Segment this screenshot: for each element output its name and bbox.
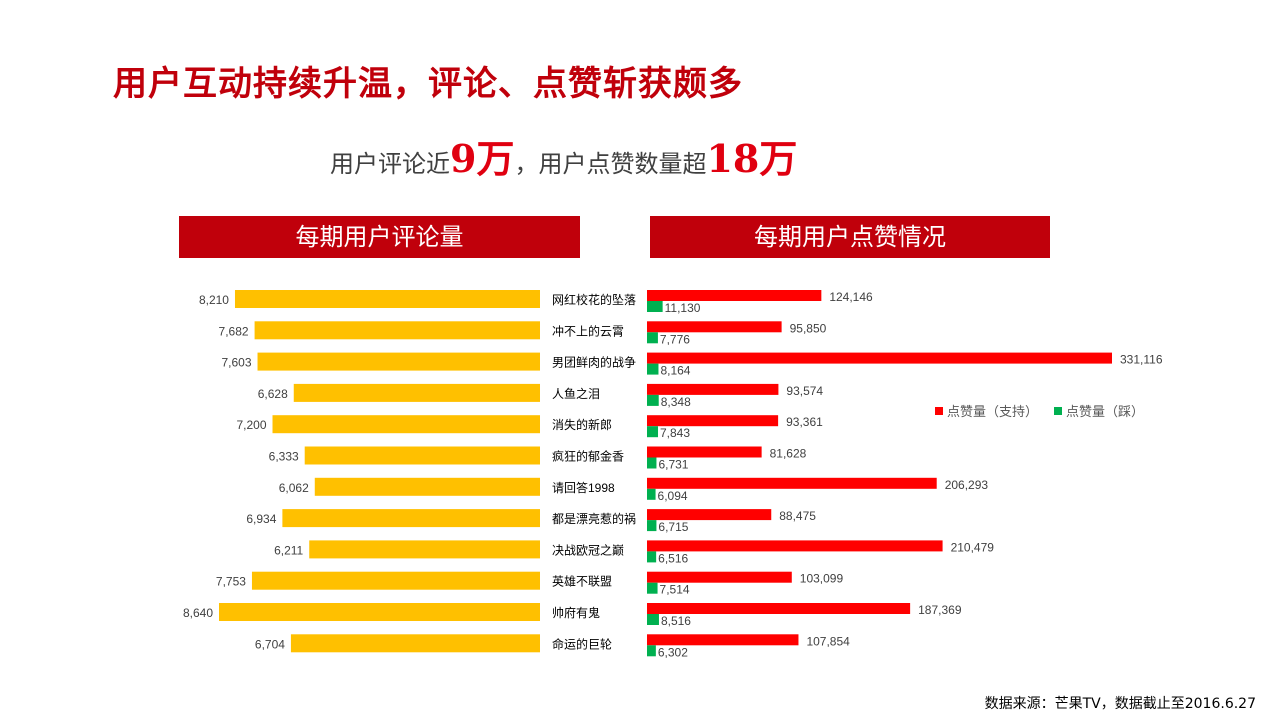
comment-bar xyxy=(219,603,540,621)
likes-value-label: 210,479 xyxy=(951,540,995,554)
comment-value-label: 6,333 xyxy=(269,450,299,464)
category-label: 消失的新郎 xyxy=(552,417,612,432)
comment-value-label: 7,200 xyxy=(236,418,266,432)
category-label: 疯狂的郁金香 xyxy=(552,449,624,464)
dislikes-bar xyxy=(647,363,659,375)
likes-value-label: 187,369 xyxy=(918,603,962,617)
page-title: 用户互动持续升温，评论、点赞斩获颇多 xyxy=(113,64,743,104)
dislikes-value-label: 8,516 xyxy=(661,614,691,628)
likes-value-label: 206,293 xyxy=(945,478,989,492)
likes-chart-title: 每期用户点赞情况 xyxy=(650,216,1050,258)
category-label: 决战欧冠之巅 xyxy=(552,543,624,557)
likes-value-label: 107,854 xyxy=(806,634,850,648)
dislikes-value-label: 6,516 xyxy=(658,551,688,565)
dislikes-value-label: 7,514 xyxy=(660,583,690,597)
comment-bar xyxy=(282,509,540,528)
likes-value-label: 93,574 xyxy=(786,384,823,398)
likes-bar xyxy=(647,603,911,614)
dislikes-bar xyxy=(647,332,658,344)
dislikes-value-label: 11,130 xyxy=(665,301,701,315)
legend-label-dislikes: 点赞量（踩） xyxy=(1066,404,1144,419)
comment-bar xyxy=(251,571,540,590)
likes-value-label: 93,361 xyxy=(786,415,823,429)
category-label: 人鱼之泪 xyxy=(552,387,600,401)
legend-swatch-likes xyxy=(935,407,943,415)
likes-bar xyxy=(647,321,782,333)
comment-bar xyxy=(293,383,540,402)
dislikes-value-label: 7,843 xyxy=(660,426,690,440)
comment-bar xyxy=(272,415,540,434)
likes-bar xyxy=(647,446,762,458)
likes-value-label: 331,116 xyxy=(1120,353,1163,367)
comment-bar xyxy=(257,352,540,371)
dislikes-value-label: 6,731 xyxy=(658,458,688,472)
subtitle-part-2: ，用户点赞数量超 xyxy=(514,150,707,178)
data-source-note: 数据来源：芒果TV，数据截止至2016.6.27 xyxy=(984,696,1256,712)
dislikes-value-label: 6,302 xyxy=(658,645,688,659)
category-label: 命运的巨轮 xyxy=(552,636,612,651)
dislikes-bar xyxy=(647,645,656,657)
likes-value-label: 124,146 xyxy=(829,290,873,304)
comment-bar xyxy=(254,321,541,340)
likes-value-label: 95,850 xyxy=(790,321,827,335)
likes-bar xyxy=(647,509,772,521)
dislikes-bar xyxy=(647,614,659,625)
category-label: 冲不上的云霄 xyxy=(552,323,624,338)
comment-value-label: 7,603 xyxy=(221,356,251,370)
subtitle-highlight-likes: 18万 xyxy=(706,136,798,181)
comment-value-label: 6,628 xyxy=(258,387,288,401)
likes-bar xyxy=(647,383,779,395)
comment-value-label: 8,640 xyxy=(183,606,213,620)
dislikes-value-label: 8,164 xyxy=(660,364,690,378)
likes-bar xyxy=(647,634,799,646)
dislikes-value-label: 6,094 xyxy=(658,489,688,503)
dislikes-bar xyxy=(647,582,658,594)
comment-bar xyxy=(314,477,540,496)
likes-bar xyxy=(647,290,822,301)
comment-value-label: 7,753 xyxy=(216,575,246,589)
subtitle-highlight-comments: 9万 xyxy=(450,136,515,181)
dislikes-value-label: 6,715 xyxy=(658,520,688,534)
comment-bar xyxy=(290,634,540,653)
likes-bar xyxy=(647,352,1112,364)
dislikes-bar xyxy=(647,457,657,469)
likes-value-label: 88,475 xyxy=(779,509,816,523)
likes-value-label: 103,099 xyxy=(800,572,844,586)
comment-bar xyxy=(234,290,540,308)
category-label: 网红校花的坠落 xyxy=(552,292,636,307)
comment-value-label: 7,682 xyxy=(219,324,249,338)
comment-value-label: 6,211 xyxy=(274,543,303,557)
dislikes-bar xyxy=(647,426,659,438)
dislikes-bar xyxy=(647,520,657,532)
dislikes-value-label: 8,348 xyxy=(661,395,691,409)
likes-value-label: 81,628 xyxy=(770,447,807,461)
legend-label-likes: 点赞量（支持） xyxy=(947,404,1038,419)
likes-bar xyxy=(647,477,937,489)
comments-chart-title: 每期用户评论量 xyxy=(179,216,580,258)
category-label: 英雄不联盟 xyxy=(552,574,612,589)
comment-value-label: 6,704 xyxy=(255,637,285,651)
comment-value-label: 8,210 xyxy=(199,293,229,307)
comment-bar xyxy=(304,446,540,465)
dislikes-bar xyxy=(647,551,657,563)
dislikes-bar xyxy=(647,488,656,500)
dislikes-value-label: 7,776 xyxy=(660,332,690,346)
category-label: 帅府有鬼 xyxy=(552,605,600,620)
comment-value-label: 6,062 xyxy=(279,481,309,495)
category-label: 请回答1998 xyxy=(552,480,615,495)
page-subtitle: 用户评论近9万，用户点赞数量超18万 xyxy=(330,128,797,183)
dislikes-bar xyxy=(647,301,663,312)
subtitle-part-1: 用户评论近 xyxy=(330,150,450,178)
dislikes-bar xyxy=(647,394,659,406)
category-label: 男团鲜肉的战争 xyxy=(552,355,636,370)
category-label: 都是漂亮惹的祸 xyxy=(552,511,636,526)
likes-bar xyxy=(647,540,943,552)
comment-bar xyxy=(309,540,540,559)
comment-value-label: 6,934 xyxy=(246,512,276,526)
legend-swatch-dislikes xyxy=(1054,407,1062,415)
likes-bar xyxy=(647,571,792,583)
likes-bar xyxy=(647,415,779,427)
